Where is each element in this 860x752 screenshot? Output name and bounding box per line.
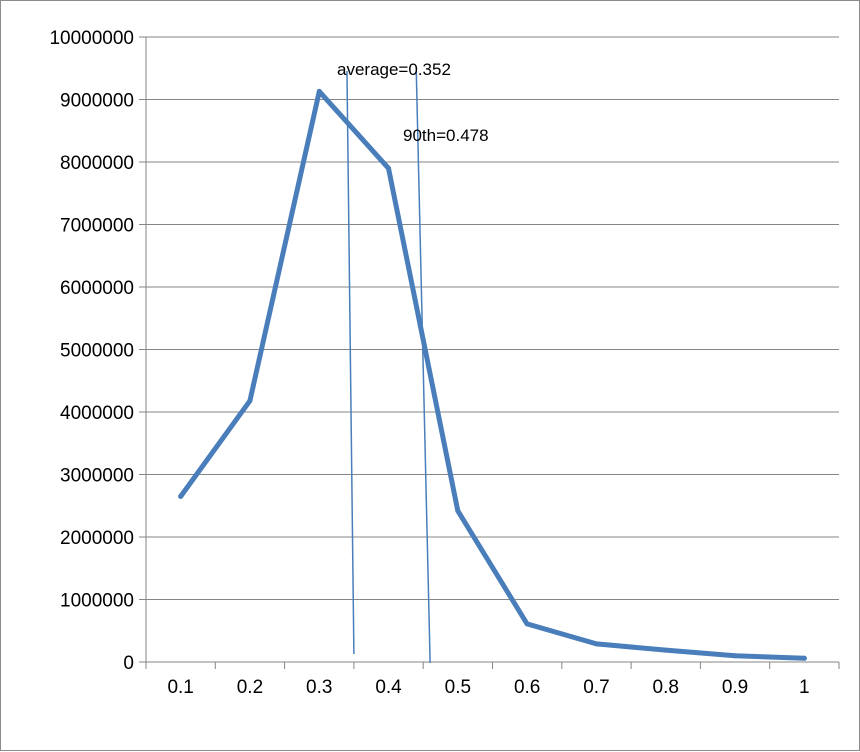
y-tick-label: 7000000 xyxy=(60,216,134,237)
axes xyxy=(139,36,840,669)
annotation-label: average=0.352 xyxy=(337,60,451,79)
y-tick-label: 5000000 xyxy=(60,341,134,362)
annotation-line xyxy=(415,70,431,664)
x-tick-label: 0.2 xyxy=(237,677,263,698)
x-tick-label: 0.7 xyxy=(583,677,609,698)
x-axis-tick-labels: 0.1 0.2 0.3 0.4 0.5 0.6 0.7 0.8 0.9 1 xyxy=(167,677,809,698)
x-tick-label: 0.6 xyxy=(514,677,540,698)
y-tick-label: 10000000 xyxy=(49,28,134,49)
annotation-labels: average=0.352 90th=0.478 xyxy=(337,60,489,145)
y-axis-tick-labels: 0 1000000 2000000 3000000 4000000 5000000 6000… xyxy=(49,28,134,674)
gridlines xyxy=(146,36,839,600)
series-line xyxy=(178,88,807,661)
annotation-line xyxy=(346,70,355,655)
x-tick-label: 0.8 xyxy=(653,677,679,698)
x-tick-label: 1 xyxy=(799,677,810,698)
x-tick-label: 0.9 xyxy=(722,677,748,698)
y-tick-label: 3000000 xyxy=(60,466,134,487)
x-tick-label: 0.3 xyxy=(306,677,332,698)
y-tick-label: 6000000 xyxy=(60,278,134,299)
x-tick-label: 0.1 xyxy=(167,677,193,698)
y-tick-label: 1000000 xyxy=(60,591,134,612)
y-tick-label: 2000000 xyxy=(60,528,134,549)
data-point xyxy=(593,641,599,647)
data-point xyxy=(178,493,184,499)
x-tick-label: 0.4 xyxy=(375,677,402,698)
y-tick-label: 0 xyxy=(123,653,134,674)
data-point xyxy=(732,653,738,659)
x-tick-label: 0.5 xyxy=(445,677,471,698)
data-point xyxy=(663,647,669,653)
data-point xyxy=(801,655,807,661)
y-tick-label: 9000000 xyxy=(60,91,134,112)
data-point xyxy=(455,508,461,514)
annotation-lines xyxy=(346,70,431,664)
data-point xyxy=(386,165,392,171)
data-point xyxy=(524,621,530,627)
data-point xyxy=(316,88,322,94)
data-point xyxy=(247,398,253,404)
annotation-label: 90th=0.478 xyxy=(403,126,489,145)
series-layer xyxy=(178,88,807,661)
y-tick-label: 8000000 xyxy=(60,153,134,174)
y-tick-label: 4000000 xyxy=(60,403,134,424)
